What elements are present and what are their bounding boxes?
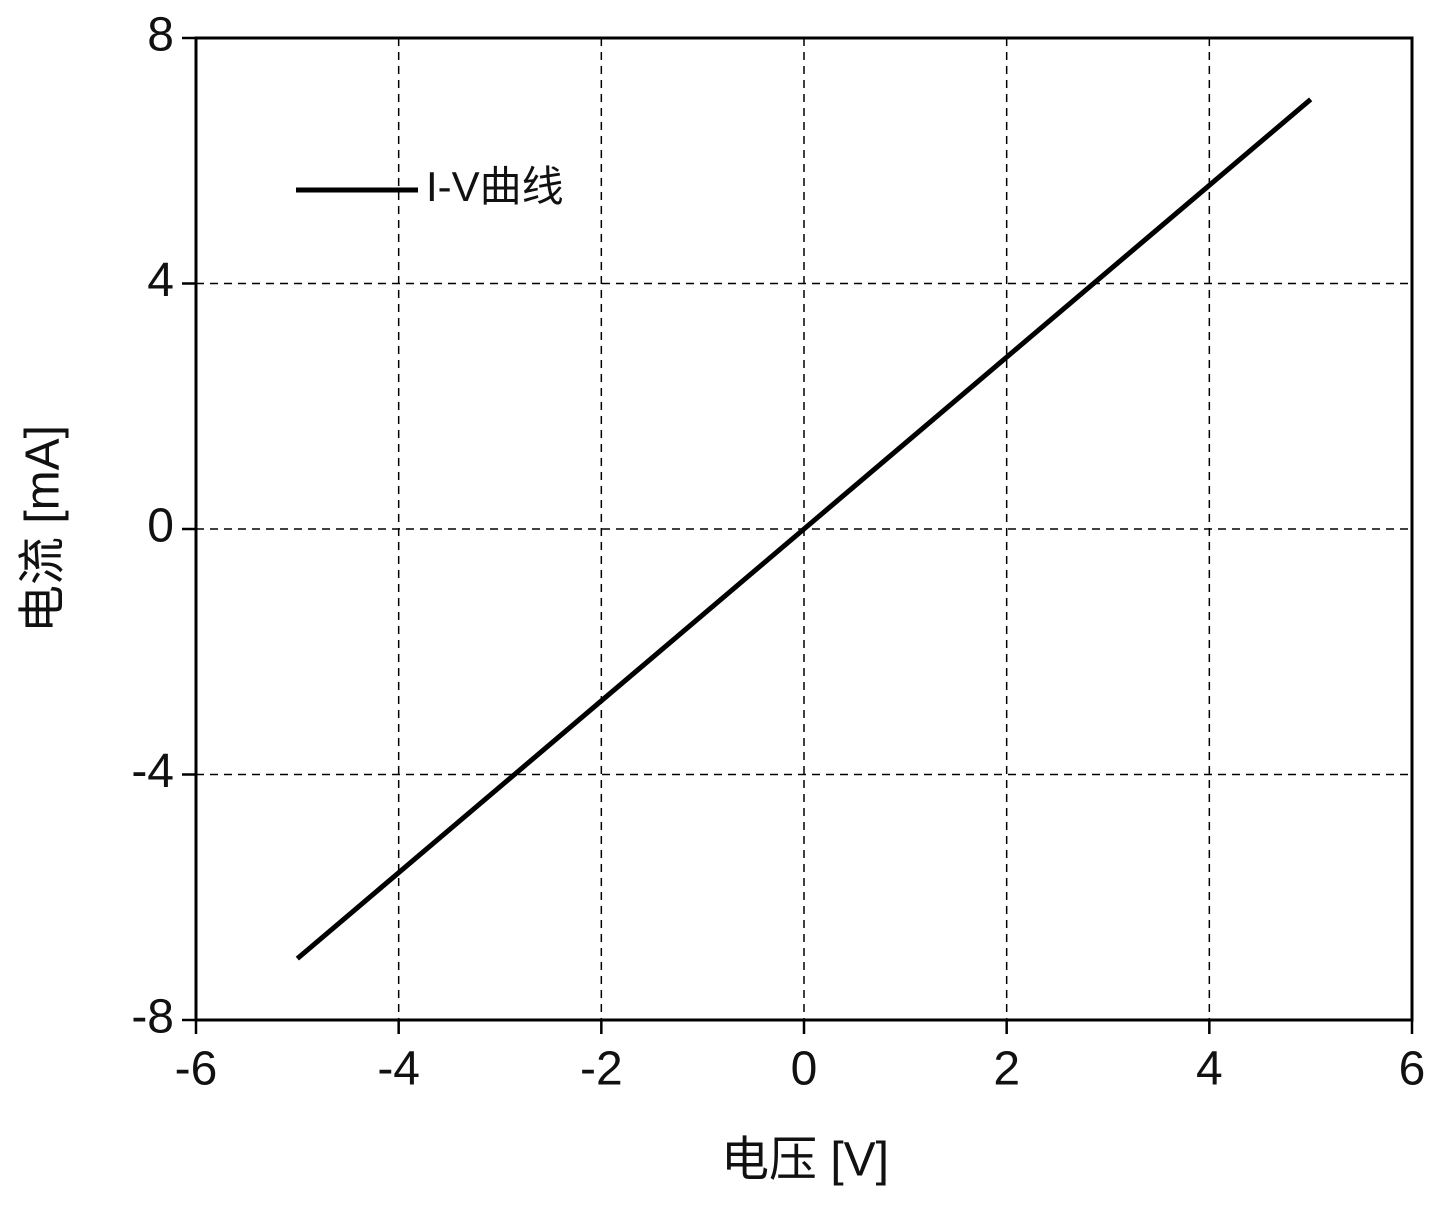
y-tick-label: 0 <box>147 500 174 553</box>
x-tick-label: -4 <box>377 1043 420 1096</box>
x-tick-label: -2 <box>580 1043 623 1096</box>
y-tick-label: -4 <box>131 745 174 798</box>
x-tick-label: 2 <box>993 1043 1020 1096</box>
x-tick-label: -6 <box>175 1043 218 1096</box>
x-tick-label: 6 <box>1399 1043 1426 1096</box>
y-tick-label: -8 <box>131 991 174 1044</box>
x-axis-label: 电压 [V] <box>721 1134 889 1187</box>
y-axis-label: 电流 [mA] <box>17 425 70 633</box>
chart: 电压 [V] 电流 [mA] -6 -4 -2 0 2 4 6 -8 -4 0 4 8 I-V曲线 <box>0 0 1438 1211</box>
y-tick-label: 8 <box>147 9 174 62</box>
y-tick-label: 4 <box>147 254 174 307</box>
x-tick-label: 4 <box>1196 1043 1223 1096</box>
x-tick-label: 0 <box>791 1043 818 1096</box>
legend-label: I-V曲线 <box>426 163 564 210</box>
